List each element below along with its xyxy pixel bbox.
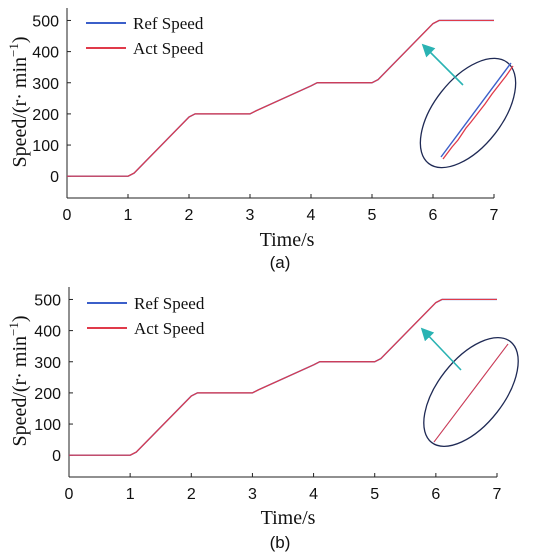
plot-area: 0 1 2 3 4 5 6 7 0 100 200 300 400 500	[34, 287, 502, 503]
zoom-act-line	[442, 65, 514, 160]
x-tick-label: 2	[185, 207, 194, 224]
act-speed-line	[69, 298, 497, 456]
y-tick-label: 500	[32, 13, 59, 30]
legend: Ref Speed Act Speed	[87, 294, 205, 338]
chart-panel-b: 0 1 2 3 4 5 6 7 0 100 200 300 400 500 Ref Speed Act S…	[6, 287, 519, 552]
x-tick-label: 3	[246, 207, 255, 224]
y-tick-label: 300	[34, 355, 61, 372]
x-tick-label: 4	[307, 207, 316, 224]
y-tick-label: 200	[32, 107, 59, 124]
y-tick-label: 100	[32, 138, 59, 155]
x-tick-label: 3	[248, 486, 257, 503]
y-tick-label: 200	[34, 386, 61, 403]
y-axis-title: Speed/(r· min−1)	[6, 36, 31, 167]
legend-label-act: Act Speed	[133, 39, 204, 58]
ref-speed-line	[67, 19, 494, 177]
y-tick-label: 100	[34, 417, 61, 434]
legend-label-act: Act Speed	[134, 319, 205, 338]
y-tick-label: 500	[34, 292, 61, 309]
x-tick-label: 1	[124, 207, 133, 224]
zoom-inset	[419, 43, 517, 169]
x-tick-label: 6	[429, 207, 438, 224]
x-tick-label: 0	[63, 207, 72, 224]
x-tick-label: 5	[370, 486, 379, 503]
y-tick-label: 0	[52, 448, 61, 465]
legend-label-ref: Ref Speed	[133, 14, 204, 33]
act-speed-line	[67, 19, 494, 177]
y-tick-label: 0	[50, 169, 59, 186]
x-axis-title: Time/s	[260, 229, 315, 251]
y-tick-label: 400	[34, 324, 61, 341]
x-axis-title: Time/s	[261, 507, 316, 529]
x-tick-label: 0	[65, 486, 74, 503]
x-tick-label: 6	[431, 486, 440, 503]
legend-label-ref: Ref Speed	[134, 294, 205, 313]
zoom-ref-line	[440, 62, 512, 158]
y-tick-label: 300	[32, 76, 59, 93]
x-tick-label: 4	[309, 486, 318, 503]
x-tick-label: 5	[368, 207, 377, 224]
y-tick-label: 400	[32, 45, 59, 62]
zoom-act-line	[433, 343, 509, 443]
x-tick-label: 2	[187, 486, 196, 503]
zoom-ellipse	[423, 336, 519, 448]
y-axis-title: Speed/(r· min−1)	[6, 315, 31, 446]
zoom-arrow	[421, 43, 464, 86]
zoom-inset	[420, 327, 519, 448]
chart-panel-a: 0 1 2 3 4 5 6 7 0 100 200 300 400 500 Ref Speed Act S…	[6, 8, 517, 272]
x-tick-label: 7	[490, 207, 499, 224]
panel-label: (b)	[270, 533, 291, 552]
zoom-ellipse	[419, 57, 517, 169]
x-tick-label: 7	[493, 486, 502, 503]
legend: Ref Speed Act Speed	[86, 14, 204, 58]
x-tick-label: 1	[126, 486, 135, 503]
zoom-arrow	[420, 327, 462, 371]
plot-area: 0 1 2 3 4 5 6 7 0 100 200 300 400 500	[32, 8, 499, 224]
panel-label: (a)	[270, 253, 291, 272]
